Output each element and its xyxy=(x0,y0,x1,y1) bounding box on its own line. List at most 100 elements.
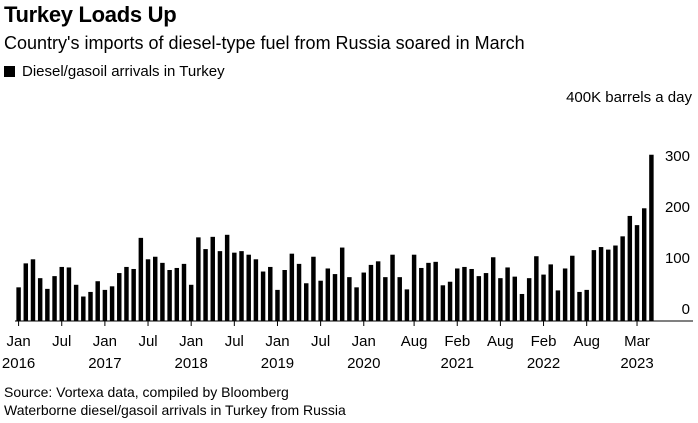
bar xyxy=(73,284,79,321)
bar xyxy=(447,281,453,321)
bar xyxy=(145,259,151,321)
bar xyxy=(296,263,302,321)
bar xyxy=(505,267,510,321)
y-tick-label: 300 xyxy=(665,148,690,165)
bar xyxy=(570,255,575,321)
bar xyxy=(188,284,194,321)
bar xyxy=(634,225,640,321)
bar xyxy=(289,253,295,321)
bar xyxy=(577,291,582,321)
bar xyxy=(419,267,424,321)
bar xyxy=(153,256,158,321)
bar xyxy=(109,286,115,321)
bar xyxy=(52,276,57,321)
bar xyxy=(455,268,460,321)
caption-note: Waterborne diesel/gasoil arrivals in Tur… xyxy=(4,402,346,418)
bar xyxy=(217,251,223,321)
bar xyxy=(124,266,129,321)
x-tick-year: 2020 xyxy=(347,355,380,372)
bar xyxy=(224,234,230,321)
bar xyxy=(304,283,309,321)
x-tick-month: Jul xyxy=(52,333,71,350)
bar xyxy=(16,287,21,321)
x-tick-month: Feb xyxy=(531,333,557,350)
bar xyxy=(541,274,546,321)
x-tick-month: Feb xyxy=(444,333,470,350)
bar xyxy=(30,259,36,321)
bar xyxy=(440,285,446,321)
bar xyxy=(354,287,359,321)
y-tick-label: 100 xyxy=(665,250,690,267)
bar xyxy=(462,266,467,321)
bar xyxy=(210,236,215,321)
bar xyxy=(117,273,122,321)
bar xyxy=(433,261,438,321)
legend-swatch xyxy=(4,66,15,77)
bar xyxy=(627,215,633,321)
bar xyxy=(174,267,180,321)
bar xyxy=(318,280,323,321)
bar xyxy=(37,278,43,321)
bar xyxy=(160,262,165,321)
bar xyxy=(519,293,525,321)
bar xyxy=(361,272,366,321)
bar xyxy=(196,237,201,321)
bar xyxy=(181,263,187,321)
x-tick-month: Jan xyxy=(7,333,31,350)
x-tick-month: Jan xyxy=(265,333,289,350)
bar xyxy=(239,251,244,321)
x-tick-month: Jul xyxy=(138,333,157,350)
bar xyxy=(397,277,402,321)
bar xyxy=(526,278,532,321)
bar xyxy=(498,278,503,321)
bar xyxy=(591,250,597,321)
x-tick-month: Jan xyxy=(93,333,117,350)
bar xyxy=(649,154,654,321)
bar xyxy=(548,264,553,321)
x-tick-month: Jan xyxy=(179,333,203,350)
x-tick-month: Aug xyxy=(401,333,428,350)
bar xyxy=(606,249,611,321)
x-tick-month: Jan xyxy=(352,333,376,350)
y-tick-label: 0 xyxy=(682,301,690,318)
bar xyxy=(483,273,489,321)
bar xyxy=(23,263,29,321)
bar xyxy=(534,256,539,321)
bar xyxy=(167,270,172,321)
x-tick-year: 2018 xyxy=(174,355,207,372)
x-tick-year: 2019 xyxy=(261,355,294,372)
legend: Diesel/gasoil arrivals in Turkey xyxy=(4,63,225,80)
x-tick-year: 2016 xyxy=(2,355,35,372)
bar xyxy=(490,257,496,321)
y-tick-label: 200 xyxy=(665,199,690,216)
bar xyxy=(66,267,72,321)
bar xyxy=(59,266,64,321)
bar xyxy=(339,247,345,321)
bar xyxy=(246,254,251,321)
x-tick-year: 2017 xyxy=(88,355,121,372)
bar xyxy=(469,268,474,321)
bar xyxy=(641,208,647,321)
bar xyxy=(375,261,381,321)
bar xyxy=(282,270,287,321)
bar xyxy=(411,254,417,321)
x-tick-month: Aug xyxy=(573,333,600,350)
legend-label: Diesel/gasoil arrivals in Turkey xyxy=(22,63,225,80)
bar xyxy=(203,249,208,321)
bar xyxy=(332,274,338,321)
x-tick-month: Jul xyxy=(225,333,244,350)
bar xyxy=(620,236,625,321)
x-tick-month: Jul xyxy=(311,333,330,350)
bar xyxy=(512,276,518,321)
bar xyxy=(390,254,395,321)
x-tick-month: Aug xyxy=(487,333,514,350)
bar xyxy=(555,290,561,321)
bars-group xyxy=(16,154,654,321)
bar xyxy=(368,264,374,321)
bar xyxy=(476,276,482,321)
chart-title: Turkey Loads Up xyxy=(4,2,177,27)
bar xyxy=(613,245,618,321)
bar xyxy=(88,291,93,321)
bar xyxy=(562,268,568,321)
